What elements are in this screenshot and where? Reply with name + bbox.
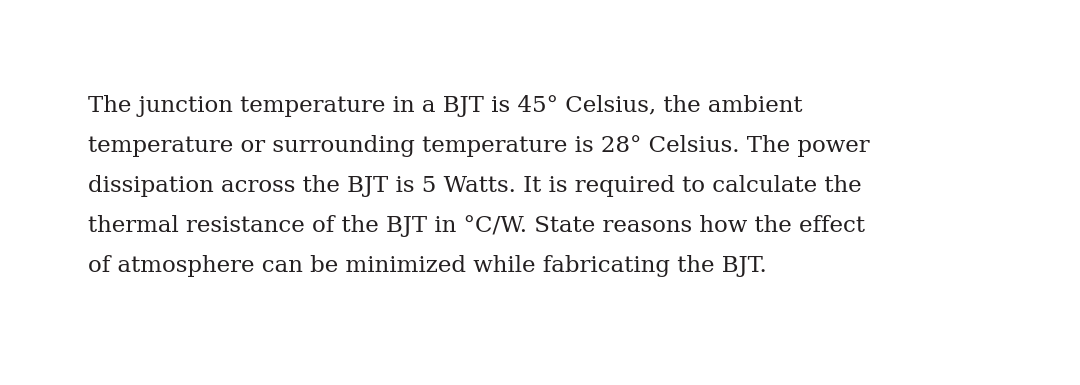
Text: The junction temperature in a BJT is 45° Celsius, the ambient: The junction temperature in a BJT is 45°… [87,95,802,117]
Text: temperature or surrounding temperature is 28° Celsius. The power: temperature or surrounding temperature i… [87,135,869,157]
Text: thermal resistance of the BJT in °C/W. State reasons how the effect: thermal resistance of the BJT in °C/W. S… [87,215,865,237]
Text: dissipation across the BJT is 5 Watts. It is required to calculate the: dissipation across the BJT is 5 Watts. I… [87,175,862,197]
Text: of atmosphere can be minimized while fabricating the BJT.: of atmosphere can be minimized while fab… [87,255,767,277]
